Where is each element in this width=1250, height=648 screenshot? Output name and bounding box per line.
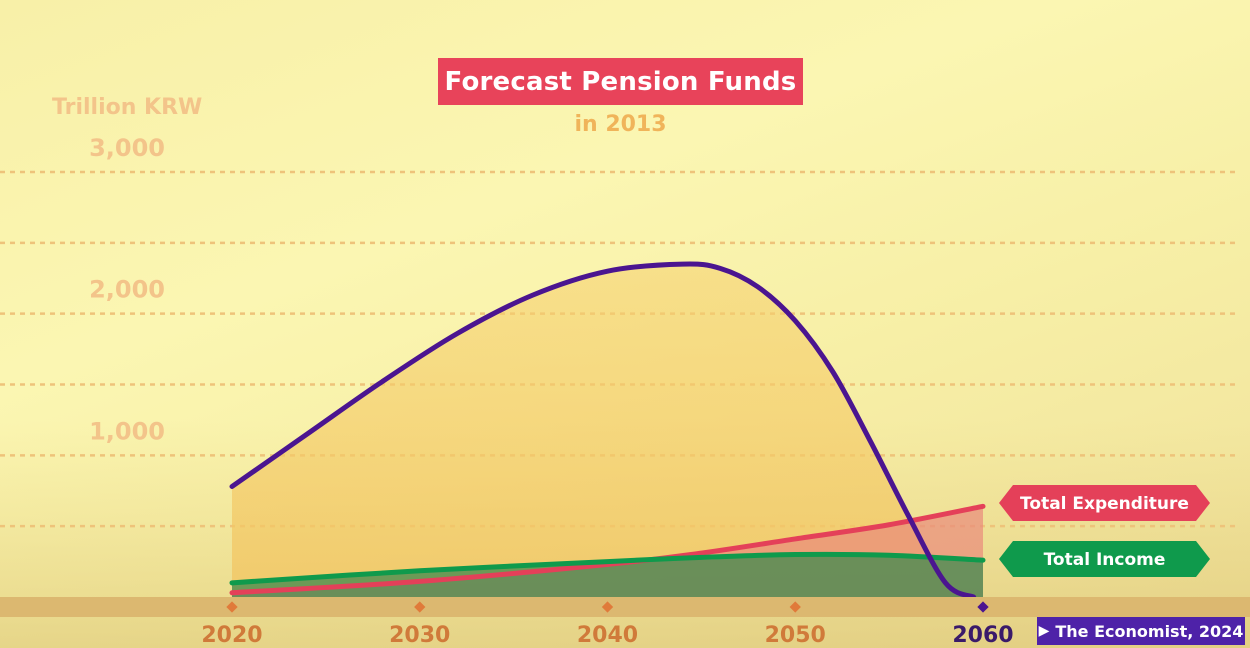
x-tick-marker [414,601,426,613]
income-area [232,554,983,597]
x-tick-marker [977,601,989,613]
x-tick-label: 2050 [765,623,826,648]
x-tick-label: 2020 [201,623,262,648]
legend-label: Total Income [1044,550,1166,570]
x-tick-marker [601,601,614,613]
legend-tag [999,485,1210,521]
y-tick-label: 2,000 [89,276,165,304]
fund-line [229,261,977,600]
x-tick-marker [789,601,801,613]
legend-label: Total Expenditure [1020,494,1189,514]
x-tick-marker [226,601,238,613]
legend-tag [999,541,1210,577]
y-tick-label: 1,000 [89,417,165,445]
x-tick-label: 2040 [577,623,638,648]
y-axis-label: Trillion KRW [52,95,202,120]
source-text: The Economist, 2024 [1055,621,1244,641]
chart-title-box: Forecast Pension Funds [438,58,803,105]
chart-title: Forecast Pension Funds [444,66,797,97]
income-line [229,551,986,586]
y-tick-label: 3,000 [89,134,165,162]
play-icon: ▶ [1038,623,1050,639]
x-axis-band [0,597,1250,617]
x-tick-label: 2030 [389,623,450,648]
source-badge: ▶ The Economist, 2024 [1037,617,1245,645]
chart-subtitle: in 2013 [574,112,667,137]
x-tick-label: 2060 [952,623,1013,648]
fund-area [232,263,974,597]
